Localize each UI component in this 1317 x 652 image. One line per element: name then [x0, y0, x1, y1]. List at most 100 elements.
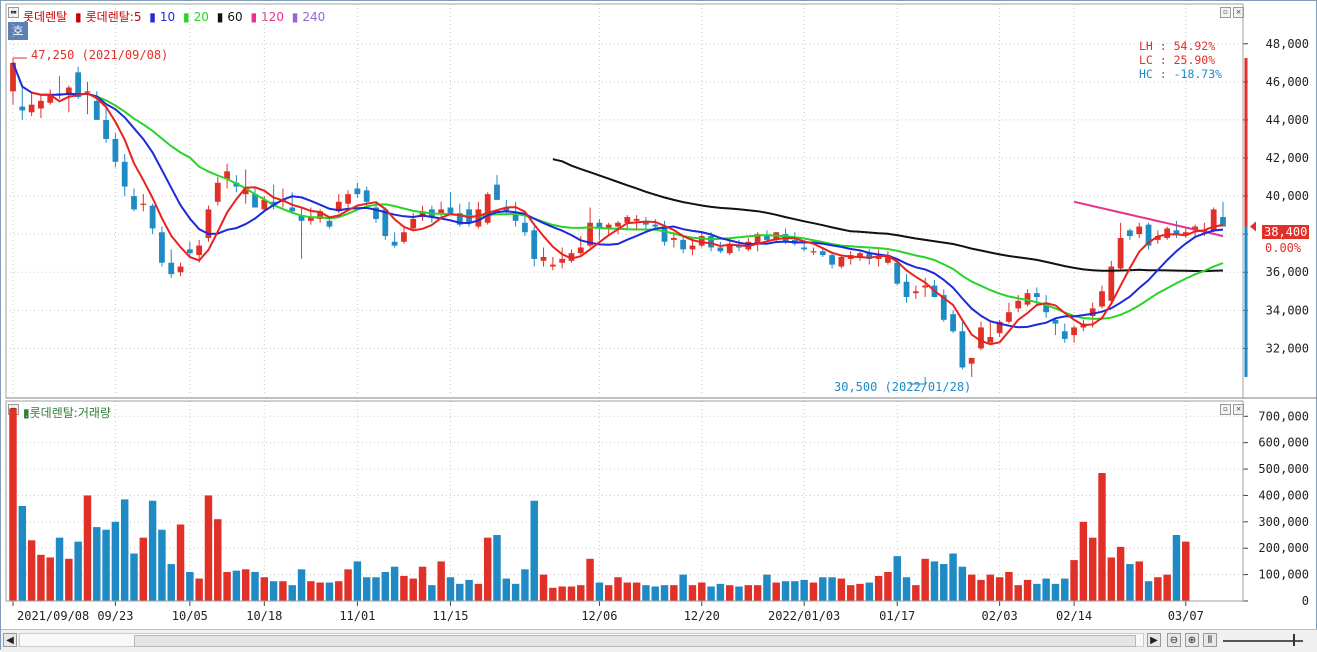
- zoom-in-icon[interactable]: ⊕: [1185, 633, 1199, 647]
- candle-body: [1145, 224, 1152, 246]
- candle: [186, 241, 193, 258]
- candle-body: [224, 171, 230, 179]
- volume-bar: [381, 571, 390, 601]
- corner-tag[interactable]: 호: [8, 22, 28, 40]
- volume-bar: [828, 577, 836, 601]
- volume-bar: [446, 577, 455, 601]
- volume-bar: [1163, 574, 1171, 601]
- scroll-track[interactable]: [19, 633, 1144, 647]
- volume-bar: [1023, 579, 1032, 601]
- volume-bar: [530, 500, 538, 601]
- legend-ma5[interactable]: 롯데렌탈:5: [85, 10, 142, 24]
- volume-bar: [297, 569, 306, 601]
- candle: [242, 169, 249, 204]
- candle: [894, 258, 901, 286]
- volume-bar: [632, 582, 641, 601]
- candle: [1220, 201, 1226, 227]
- price-tick-label: 32,000: [1266, 341, 1309, 355]
- volume-bar: [1172, 535, 1181, 601]
- current-price-tag: 38,400: [1262, 225, 1310, 239]
- candle-body: [1220, 217, 1226, 227]
- volume-bar: [288, 585, 296, 601]
- candle: [838, 255, 845, 269]
- volume-bar: [307, 581, 315, 601]
- price-panel-maximize-icon[interactable]: ▫: [1220, 7, 1231, 18]
- volume-panel-maximize-icon[interactable]: ▫: [1220, 404, 1231, 415]
- candle-body: [1182, 232, 1189, 235]
- legend-ma120[interactable]: 120: [261, 10, 284, 24]
- candle: [959, 321, 966, 370]
- candle-body: [1164, 228, 1171, 238]
- legend-ma20[interactable]: 20: [193, 10, 209, 24]
- candle-body: [857, 253, 863, 258]
- volume-tick-label: 300,000: [1258, 515, 1309, 529]
- candle-body: [270, 201, 277, 206]
- volume-bar: [912, 585, 920, 601]
- candle: [103, 108, 109, 143]
- legend-ma60[interactable]: 60: [227, 10, 243, 24]
- candle-body: [903, 281, 910, 297]
- current-change-label: 0.00%: [1265, 241, 1302, 255]
- legend-ma10[interactable]: 10: [159, 10, 176, 24]
- volume-bar: [763, 574, 771, 601]
- candle-body: [419, 211, 426, 218]
- volume-y-axis-labels: 700,000 600,000 500,000 400,000 300,000 200,0…: [1258, 409, 1309, 608]
- candle-body: [475, 209, 482, 227]
- scroll-left-icon[interactable]: ◀: [3, 633, 17, 647]
- candle: [447, 192, 454, 216]
- price-tick-label: 36,000: [1266, 265, 1309, 279]
- candle-body: [93, 100, 100, 120]
- scroll-right-icon[interactable]: ▶: [1147, 633, 1161, 647]
- zoom-slider[interactable]: [1223, 640, 1303, 642]
- bar-spacing-icon[interactable]: ⦀: [1203, 633, 1217, 647]
- candle-body: [1136, 226, 1143, 235]
- volume-bar: [558, 586, 566, 601]
- volume-bar: [1135, 561, 1143, 601]
- volume-bar: [1061, 578, 1069, 601]
- candle-body: [801, 247, 808, 250]
- stat-lc: LC : 25.90%: [1139, 53, 1216, 67]
- volume-bar: [158, 529, 166, 601]
- candle: [1061, 323, 1068, 343]
- candle-body: [522, 222, 528, 233]
- candle: [1136, 222, 1143, 238]
- volume-bar: [1070, 560, 1078, 601]
- candle-body: [866, 253, 873, 259]
- legend-stock-name[interactable]: 롯데렌탈: [23, 10, 68, 24]
- volume-bar: [390, 566, 399, 601]
- volume-bar: [1033, 583, 1041, 601]
- price-panel-frame: [5, 3, 1244, 399]
- volume-bar: [65, 558, 73, 601]
- candle-body: [1015, 300, 1022, 309]
- candle-body: [875, 257, 882, 259]
- candle-body: [1006, 312, 1012, 322]
- volume-bar: [539, 574, 548, 601]
- candle: [345, 190, 351, 208]
- candle: [810, 247, 817, 256]
- volume-tick-label: 200,000: [1258, 541, 1309, 555]
- volume-bar: [679, 574, 687, 601]
- scroll-thumb[interactable]: [134, 635, 1136, 647]
- volume-bar: [74, 541, 82, 601]
- candle-body: [633, 218, 640, 221]
- candle-body: [568, 253, 575, 261]
- candle-body: [47, 95, 54, 103]
- candle: [1164, 226, 1171, 240]
- horizontal-scrollbar[interactable]: ◀ ▶ ⊖ ⊕ ⦀: [1, 629, 1317, 652]
- candle-body: [75, 72, 82, 98]
- volume-bar: [819, 577, 827, 601]
- candle-body: [1061, 331, 1068, 339]
- volume-bar: [111, 521, 120, 601]
- volume-bar: [1107, 557, 1116, 601]
- candle: [354, 182, 361, 198]
- legend-ma240[interactable]: 240: [302, 10, 326, 24]
- zoom-slider-handle[interactable]: [1293, 634, 1295, 646]
- volume-bar: [1042, 578, 1050, 601]
- candle: [670, 232, 677, 248]
- candle-body: [112, 138, 119, 162]
- moving-averages: [12, 62, 1224, 346]
- candle: [159, 226, 165, 267]
- zoom-out-icon[interactable]: ⊖: [1167, 633, 1181, 647]
- volume-bars: [9, 408, 1190, 601]
- candle: [224, 163, 230, 189]
